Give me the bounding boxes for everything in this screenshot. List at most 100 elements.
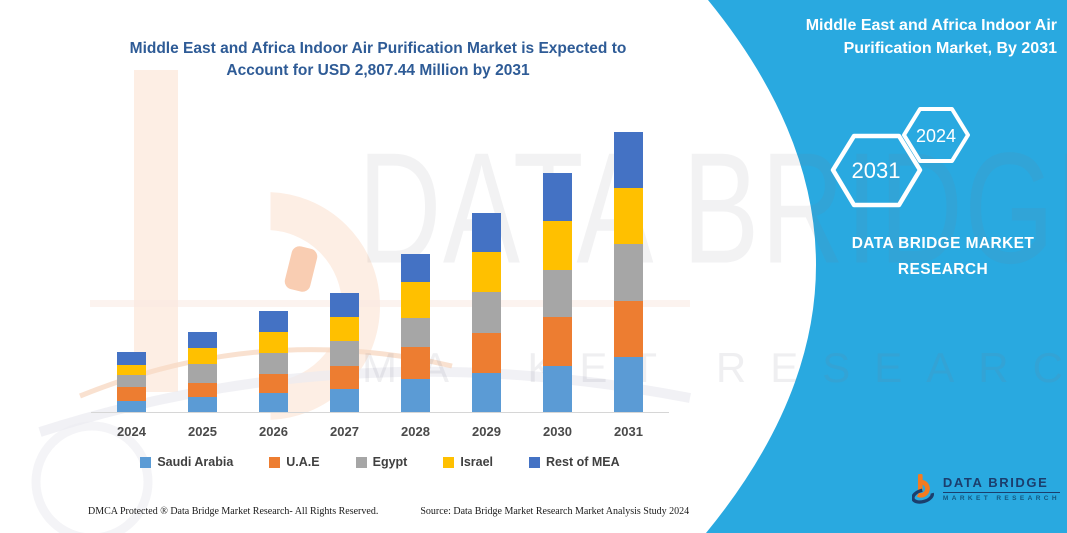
bar-segment-saudi-arabia (117, 400, 146, 412)
bar-segment-egypt (614, 243, 643, 302)
hexagon-2024-icon (902, 107, 970, 163)
logo-title: DATA BRIDGE (942, 475, 1060, 493)
legend-label: Saudi Arabia (157, 455, 234, 469)
bar-2025 (188, 331, 217, 412)
bar-segment-egypt (401, 317, 430, 348)
bar-segment-israel (472, 251, 501, 293)
legend-swatch-icon (355, 456, 367, 468)
bar-segment-saudi-arabia (188, 396, 217, 412)
bar-segment-saudi-arabia (401, 378, 430, 412)
panel-title-line1: Middle East and Africa Indoor Air (805, 17, 1057, 34)
bar-segment-u-a-e (401, 347, 430, 379)
legend-item-u-a-e: U.A.E (269, 455, 320, 469)
legend-label: Rest of MEA (546, 455, 620, 469)
bar-segment-israel (330, 317, 359, 341)
legend-swatch-icon (443, 456, 455, 468)
bar-segment-rest-of-mea (259, 311, 288, 333)
logo-subtitle: MARKET RESEARCH (942, 494, 1060, 502)
x-label-2026: 2026 (259, 424, 288, 439)
bar-segment-u-a-e (543, 317, 572, 366)
watermark-stripe (90, 300, 690, 307)
bar-2030 (543, 173, 572, 412)
x-label-2027: 2027 (330, 424, 359, 439)
bar-segment-egypt (117, 375, 146, 388)
bar-segment-israel (188, 348, 217, 365)
bar-segment-egypt (543, 270, 572, 318)
bar-segment-israel (401, 281, 430, 318)
bar-segment-israel (259, 332, 288, 354)
bar-segment-rest-of-mea (401, 253, 430, 282)
hexagon-2031-icon (830, 133, 923, 208)
bar-segment-egypt (188, 364, 217, 384)
bar-segment-egypt (259, 353, 288, 375)
hexagon-2024-label: 2024 (916, 126, 956, 146)
bar-segment-rest-of-mea (188, 331, 217, 349)
bar-segment-saudi-arabia (614, 357, 643, 412)
x-label-2030: 2030 (543, 424, 572, 439)
chart-title-line1: Middle East and Africa Indoor Air Purifi… (129, 40, 627, 57)
legend-swatch-icon (529, 456, 541, 468)
logo-text: DATA BRIDGE MARKET RESEARCH (942, 475, 1060, 502)
chart-legend: Saudi Arabia U.A.E Egypt Israel Rest of MEA (91, 455, 669, 469)
bar-2029 (472, 212, 501, 412)
bar-segment-rest-of-mea (117, 352, 146, 365)
dbmr-logo: DATA BRIDGE MARKET RESEARCH (912, 462, 1060, 514)
panel-title: Middle East and Africa Indoor Air Purifi… (757, 14, 1057, 60)
bar-chart-plot (91, 130, 669, 412)
footer: DMCA Protected ® Data Bridge Market Rese… (88, 506, 888, 517)
x-label-2028: 2028 (401, 424, 430, 439)
bar-segment-rest-of-mea (330, 293, 359, 318)
hexagon-2031-label: 2031 (852, 158, 901, 183)
x-axis-labels: 2024 2025 2026 2027 2028 2029 2030 2031 (91, 424, 669, 439)
legend-item-egypt: Egypt (355, 455, 408, 469)
panel-title-line2: Purification Market, By 2031 (843, 40, 1057, 58)
bar-segment-saudi-arabia (543, 365, 572, 412)
logo-b-icon (912, 474, 934, 504)
bar-segment-rest-of-mea (614, 131, 643, 189)
legend-label: Israel (460, 455, 494, 469)
x-axis-line (91, 412, 669, 413)
x-label-2029: 2029 (472, 424, 501, 439)
watermark-b-stem (134, 70, 178, 392)
bar-segment-rest-of-mea (543, 173, 572, 222)
x-label-2025: 2025 (188, 424, 217, 439)
bar-2026 (259, 311, 288, 412)
chart-title-line2: Account for USD 2,807.44 Million by 2031 (226, 62, 530, 79)
bar-segment-israel (117, 364, 146, 376)
footer-dmca-text: DMCA Protected ® Data Bridge Market Rese… (88, 506, 379, 517)
bar-segment-rest-of-mea (472, 212, 501, 252)
bar-segment-u-a-e (259, 374, 288, 393)
bar-2028 (401, 253, 430, 412)
legend-item-israel: Israel (443, 455, 493, 469)
bar-2027 (330, 293, 359, 412)
bar-2024 (117, 352, 146, 412)
legend-item-rest-of-mea: Rest of MEA (529, 455, 620, 469)
x-label-2031: 2031 (614, 424, 643, 439)
bar-segment-u-a-e (472, 332, 501, 374)
bar-segment-saudi-arabia (330, 389, 359, 412)
bar-segment-saudi-arabia (259, 392, 288, 412)
legend-swatch-icon (140, 456, 152, 468)
bar-segment-egypt (472, 292, 501, 333)
bar-segment-u-a-e (614, 301, 643, 357)
forecast-hexagons: 2031 2024 (830, 107, 970, 208)
legend-swatch-icon (269, 456, 281, 468)
brand-line1: DATA BRIDGE MARKET (851, 235, 1035, 252)
bar-segment-israel (543, 221, 572, 271)
bar-segment-u-a-e (188, 383, 217, 397)
legend-label: Egypt (372, 455, 408, 469)
bar-segment-u-a-e (330, 366, 359, 390)
legend-item-saudi-arabia: Saudi Arabia (140, 455, 233, 469)
brand-line2: RESEARCH (897, 260, 989, 278)
chart-title: Middle East and Africa Indoor Air Purifi… (95, 38, 661, 82)
bar-segment-u-a-e (117, 387, 146, 401)
x-label-2024: 2024 (117, 424, 146, 439)
brand-wordmark: DATA BRIDGE MARKET RESEARCH (828, 231, 1058, 282)
bar-segment-saudi-arabia (472, 373, 501, 412)
bar-segment-egypt (330, 340, 359, 367)
footer-source-text: Source: Data Bridge Market Research Mark… (420, 506, 690, 517)
bar-segment-israel (614, 188, 643, 244)
legend-label: U.A.E (286, 455, 320, 469)
